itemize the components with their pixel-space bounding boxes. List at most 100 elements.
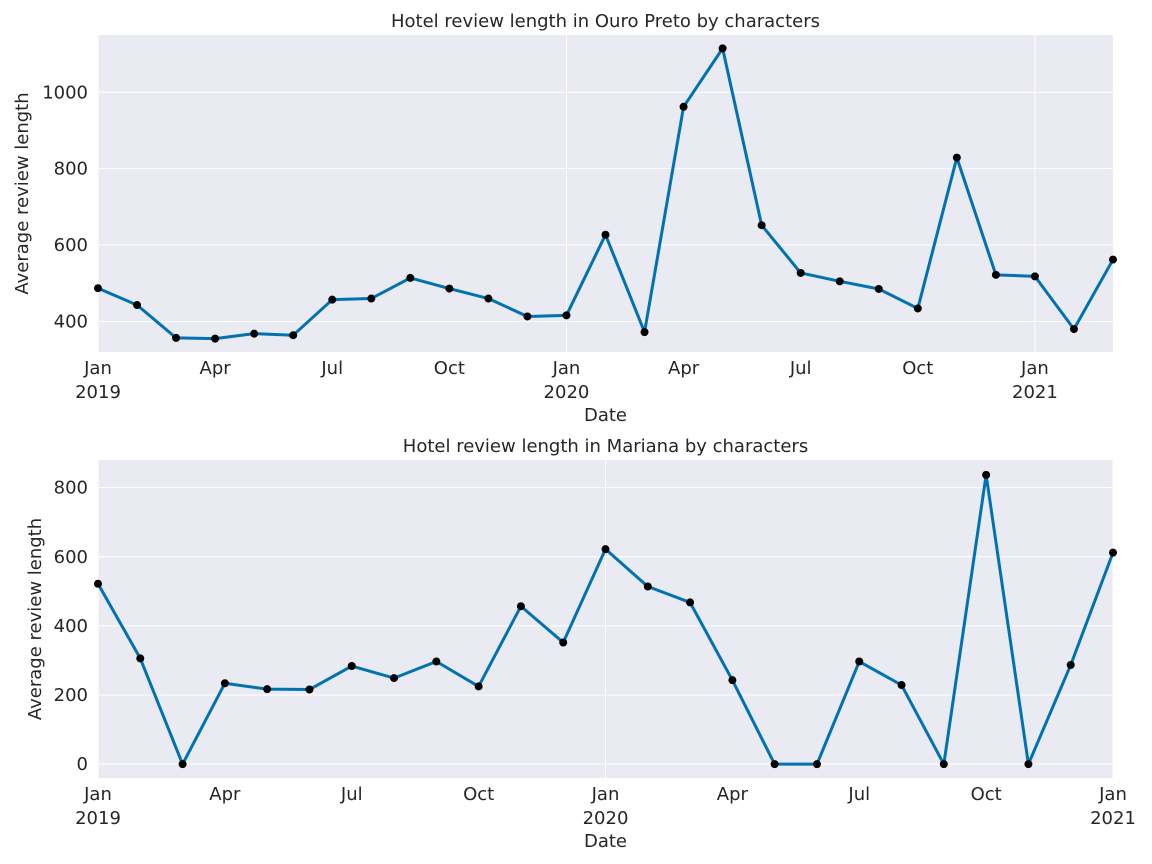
chart-ouro-preto: 400 600 800 1000 Jan 2019 Apr Jul Oct Jan 2020 Apr… — [12, 11, 1117, 426]
x-tick-label: Jan — [83, 358, 112, 379]
data-point — [432, 657, 441, 666]
x-tick-label: Jul — [320, 358, 343, 379]
x-tick-label: Jan — [1098, 784, 1127, 805]
x-tick-label: Jul — [789, 358, 812, 379]
y-tick-label: 600 — [54, 235, 88, 256]
x-tick-year-label: 2019 — [75, 808, 121, 829]
data-point — [601, 230, 610, 239]
x-tick-label: Jan — [1020, 358, 1049, 379]
data-point — [913, 304, 922, 313]
data-point — [718, 44, 727, 53]
x-tick-label: Jan — [591, 784, 620, 805]
x-tick-label: Oct — [902, 358, 933, 379]
data-point — [445, 284, 454, 293]
x-tick-labels: Jan 2019 Apr Jul Oct Jan 2020 Apr Jul Oct Jan 2021 — [75, 358, 1058, 403]
data-point — [1024, 760, 1033, 769]
data-point — [1069, 325, 1078, 334]
data-point — [897, 681, 906, 690]
data-point — [289, 331, 298, 340]
series-line-group — [94, 44, 1117, 343]
data-point — [263, 685, 272, 694]
data-point — [220, 679, 229, 688]
x-axis-label: Date — [584, 831, 627, 852]
x-tick-label: Apr — [717, 784, 749, 805]
series-line-group — [94, 470, 1117, 769]
data-point — [601, 545, 610, 554]
x-tick-label: Oct — [971, 784, 1002, 805]
data-point — [94, 284, 102, 293]
data-point — [643, 582, 652, 591]
data-point — [1066, 660, 1075, 669]
gridlines — [97, 460, 1114, 778]
data-point — [562, 311, 571, 320]
data-point — [136, 654, 145, 663]
data-point — [952, 153, 961, 162]
data-point — [250, 329, 259, 338]
plot-background — [98, 35, 1113, 352]
data-point — [686, 598, 695, 607]
x-tick-year-label: 2021 — [1090, 808, 1136, 829]
data-point — [796, 268, 805, 277]
data-point — [1030, 272, 1039, 281]
y-axis-label: Average review length — [12, 92, 33, 294]
data-point — [328, 295, 337, 304]
data-point — [679, 102, 688, 111]
data-point — [835, 277, 844, 286]
data-point — [347, 662, 356, 671]
data-point — [770, 760, 779, 769]
data-point — [133, 301, 142, 310]
y-tick-label: 600 — [54, 547, 88, 568]
data-point — [172, 333, 181, 342]
x-tick-label: Apr — [668, 358, 700, 379]
x-tick-label: Apr — [209, 784, 241, 805]
y-tick-labels: 400 600 800 1000 — [42, 82, 88, 332]
x-axis-label: Date — [584, 405, 627, 426]
x-tick-label: Apr — [200, 358, 232, 379]
data-point — [94, 579, 102, 588]
data-point — [757, 221, 766, 230]
data-point — [982, 470, 991, 479]
x-tick-year-label: 2020 — [544, 382, 590, 403]
x-tick-year-label: 2020 — [583, 808, 629, 829]
x-tick-label: Oct — [463, 784, 494, 805]
data-point — [1109, 548, 1117, 557]
chart-title: Hotel review length in Ouro Preto by cha… — [391, 11, 820, 32]
data-point — [1109, 255, 1117, 264]
y-tick-label: 400 — [54, 616, 88, 637]
data-point — [991, 270, 1000, 279]
data-point — [728, 676, 737, 685]
y-tick-labels: 0 200 400 600 800 — [54, 478, 88, 776]
x-tick-label: Jan — [83, 784, 112, 805]
data-point — [367, 294, 376, 303]
x-tick-year-label: 2021 — [1012, 382, 1058, 403]
data-point — [211, 334, 220, 343]
x-tick-labels: Jan 2019 Apr Jul Oct Jan 2020 Apr Jul Oct Jan 2021 — [75, 784, 1136, 829]
x-tick-year-label: 2019 — [75, 382, 121, 403]
data-point — [939, 760, 948, 769]
data-point — [305, 685, 314, 694]
data-point — [178, 760, 187, 769]
y-tick-label: 800 — [54, 478, 88, 499]
x-tick-label: Jan — [552, 358, 581, 379]
data-point — [640, 328, 649, 337]
data-point — [812, 760, 821, 769]
y-tick-label: 0 — [77, 754, 88, 775]
y-axis-label: Average review length — [25, 518, 46, 720]
x-tick-label: Jul — [340, 784, 363, 805]
data-point — [406, 273, 415, 282]
y-tick-label: 1000 — [42, 82, 88, 103]
gridlines — [97, 35, 1113, 352]
x-tick-label: Oct — [434, 358, 465, 379]
y-tick-label: 200 — [54, 685, 88, 706]
chart-mariana: 0 200 400 600 800 Jan 2019 Apr Jul Oct Jan 2020 Apr… — [25, 436, 1136, 852]
data-point — [474, 682, 483, 691]
data-point — [523, 312, 532, 321]
y-tick-label: 400 — [54, 311, 88, 332]
y-tick-label: 800 — [54, 159, 88, 180]
x-tick-label: Jul — [847, 784, 870, 805]
data-point — [516, 602, 525, 611]
data-point — [559, 638, 568, 647]
data-point — [390, 674, 399, 683]
data-point — [855, 657, 864, 666]
